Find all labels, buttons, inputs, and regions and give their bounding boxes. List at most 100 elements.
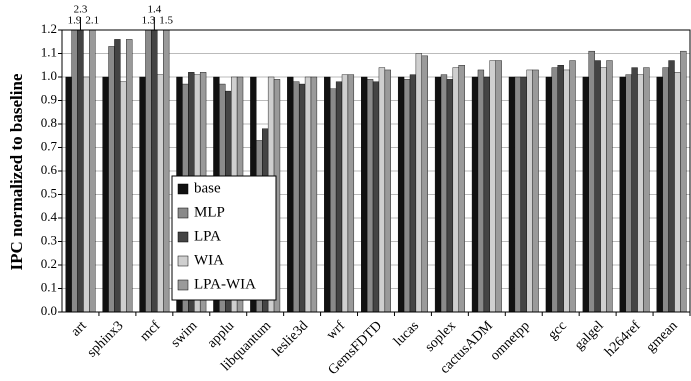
bar: [495, 60, 502, 312]
bar: [403, 79, 411, 312]
bar: [126, 39, 133, 312]
bar: [71, 30, 78, 312]
bar: [452, 67, 459, 312]
legend-label: base: [194, 180, 221, 196]
bar: [378, 67, 386, 312]
y-tick-label: 0.2: [41, 256, 57, 271]
y-tick-label: 1.2: [41, 21, 57, 36]
bar: [324, 76, 331, 312]
x-tick-label: gmean: [644, 318, 681, 355]
bar: [606, 60, 613, 312]
legend-box: [171, 175, 277, 301]
bar: [446, 79, 454, 312]
bar: [304, 76, 312, 312]
legend-swatch: [177, 279, 189, 291]
bar: [397, 76, 405, 312]
y-tick-label: 1.0: [41, 68, 57, 83]
bar: [569, 60, 576, 312]
bar: [594, 60, 601, 312]
plot-frame: [61, 29, 691, 313]
bar: [65, 76, 72, 312]
bar: [674, 72, 681, 312]
bar: [582, 76, 589, 312]
bar: [151, 30, 158, 312]
bar: [298, 83, 306, 312]
data-label: 1.9: [68, 15, 82, 27]
bar: [341, 74, 349, 312]
bar: [637, 74, 644, 312]
y-tick-label: 0.3: [41, 232, 57, 247]
bar: [163, 30, 170, 312]
y-tick-label: 0.6: [41, 162, 58, 177]
bar: [680, 50, 687, 312]
x-tick-label: wrf: [324, 318, 349, 343]
bar: [139, 76, 146, 312]
legend-swatch: [177, 207, 189, 219]
bar: [384, 69, 391, 312]
bar: [361, 76, 368, 312]
bar: [631, 67, 638, 312]
bar: [335, 81, 343, 312]
bar: [157, 74, 164, 312]
bar: [600, 67, 607, 312]
bar: [83, 76, 90, 312]
y-tick-label: 0.9: [41, 91, 57, 106]
legend-label: WIA: [194, 252, 224, 268]
bar: [102, 76, 109, 312]
bar: [458, 65, 465, 312]
y-tick-label: 0.0: [41, 303, 57, 318]
x-tick-label: lucas: [391, 318, 422, 349]
data-label: 1.3: [142, 15, 156, 27]
bar: [625, 74, 632, 312]
data-label: 2.1: [85, 15, 99, 27]
legend-label: LPA-WIA: [194, 276, 256, 292]
y-axis-label: IPC normalized to baseline: [7, 73, 26, 270]
bar: [514, 76, 522, 312]
x-tick-label: galgel: [572, 318, 607, 353]
data-label: 1.4: [147, 4, 161, 16]
bar: [520, 76, 527, 312]
y-tick-label: 0.8: [41, 115, 57, 130]
bar: [656, 76, 663, 312]
bar: [415, 53, 423, 312]
x-tick-label: gcc: [545, 318, 569, 342]
x-tick-label: art: [69, 318, 90, 339]
bar: [508, 76, 516, 312]
y-tick-label: 0.1: [41, 279, 57, 294]
bar: [434, 76, 442, 312]
x-tick-label: omnetpp: [488, 318, 533, 363]
bar: [287, 76, 294, 312]
bar: [471, 76, 479, 312]
bar: [120, 81, 127, 312]
bar: [532, 69, 539, 312]
y-tick-label: 0.4: [41, 209, 58, 224]
bar: [551, 67, 558, 312]
bar: [668, 60, 675, 312]
bar: [293, 81, 300, 312]
bar: [489, 60, 496, 312]
legend-swatch: [177, 255, 189, 267]
x-tick-label: swim: [168, 318, 200, 350]
bar: [372, 81, 380, 312]
bar: [526, 69, 533, 312]
bar: [545, 76, 553, 312]
bar: [310, 76, 318, 312]
plot-area: [65, 30, 687, 312]
legend-label: LPA: [194, 228, 221, 244]
x-tick-label: h264ref: [602, 318, 644, 360]
bar: [108, 46, 115, 312]
bar: [421, 55, 428, 312]
bar: [557, 65, 564, 312]
x-tick-label: applu: [205, 318, 238, 351]
legend-swatch: [177, 183, 189, 195]
bar: [347, 74, 355, 312]
bar: [483, 76, 490, 312]
y-tick-label: 1.1: [41, 44, 57, 59]
bar: [114, 39, 121, 312]
bar: [619, 76, 626, 312]
legend-swatch: [177, 231, 189, 243]
bar: [662, 67, 669, 312]
legend-label: MLP: [194, 204, 225, 220]
